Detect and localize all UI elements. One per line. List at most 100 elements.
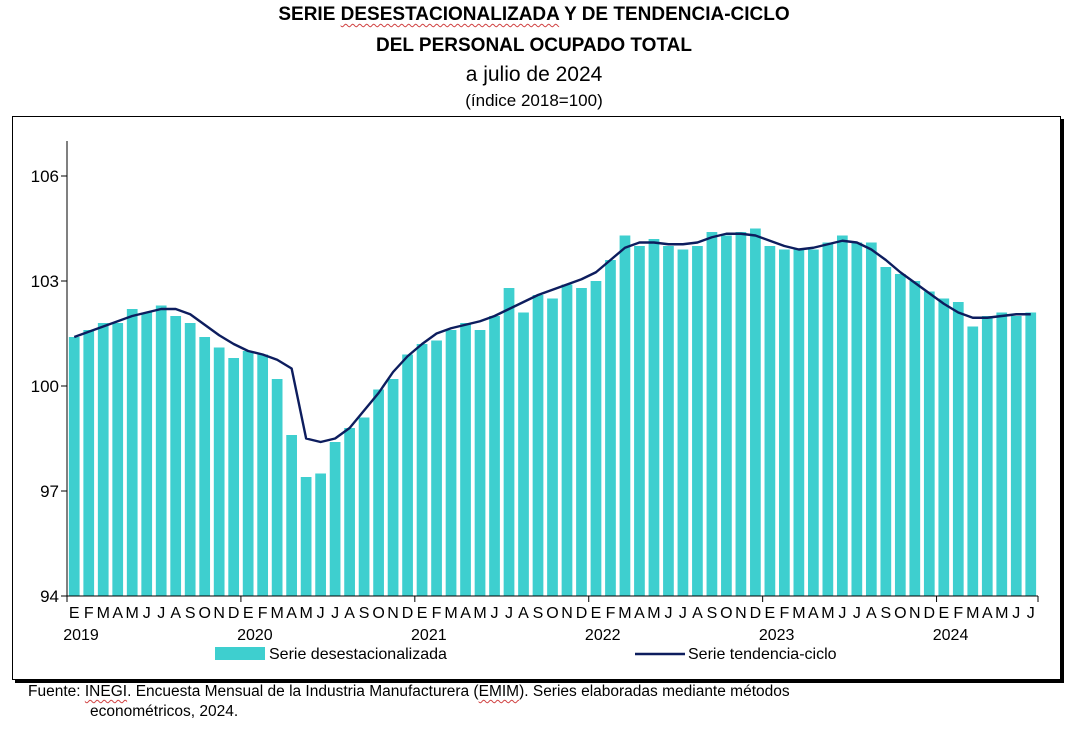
bar-11 [228, 358, 240, 596]
bar-9 [199, 337, 211, 596]
year-label-2019: 2019 [63, 627, 99, 644]
chart-title-line1: SERIE DESESTACIONALIZADA Y DE TENDENCIA-… [278, 4, 790, 25]
bar-16 [300, 477, 312, 596]
bar-55 [865, 242, 877, 596]
month-label-9: O [198, 605, 210, 622]
legend-label-bars: Serie desestacionalizada [269, 646, 447, 663]
bar-41 [663, 246, 674, 596]
month-label-59: D [924, 605, 936, 622]
bar-17 [315, 473, 326, 596]
bar-63 [981, 316, 993, 596]
legend: Serie desestacionalizada Serie tendencia-… [215, 646, 837, 663]
legend-swatch-bars [215, 647, 265, 660]
month-label-11: D [228, 605, 240, 622]
month-label-62: M [966, 605, 979, 622]
bar-60 [938, 298, 950, 596]
bar-54 [851, 242, 863, 596]
bar-58 [909, 281, 921, 596]
year-label-2020: 2020 [237, 627, 273, 644]
bar-19 [344, 428, 355, 596]
bar-8 [184, 323, 196, 596]
year-label-2022: 2022 [585, 627, 621, 644]
bar-32 [532, 295, 544, 596]
bar-12 [242, 351, 254, 596]
bar-36 [590, 281, 602, 596]
year-label-2024: 2024 [933, 627, 969, 644]
month-label-34: N [561, 605, 573, 622]
month-label-24: E [417, 605, 428, 622]
month-label-2: M [97, 605, 110, 622]
bar-35 [576, 288, 587, 596]
bar-5 [141, 312, 153, 596]
month-label-21: O [372, 605, 384, 622]
month-label-3: A [112, 605, 123, 622]
month-label-40: M [647, 605, 660, 622]
bar-7 [170, 316, 182, 596]
month-label-50: M [792, 605, 805, 622]
month-label-66: J [1027, 605, 1035, 622]
title-underlined-word: DESESTACIONALIZADA [340, 4, 560, 25]
source-emim: EMIM [478, 683, 520, 700]
month-label-36: E [591, 605, 602, 622]
bar-15 [286, 435, 297, 596]
bar-61 [952, 302, 964, 596]
month-label-6: J [157, 605, 165, 622]
source-note: Fuente: INEGI. Encuesta Mensual de la In… [28, 683, 790, 720]
month-label-44: S [707, 605, 718, 622]
month-label-5: J [143, 605, 151, 622]
bar-14 [271, 379, 283, 596]
bar-46 [735, 232, 747, 596]
month-label-31: A [518, 605, 529, 622]
month-label-47: D [750, 605, 762, 622]
bar-24 [416, 344, 428, 596]
bar-48 [764, 246, 776, 596]
bar-49 [779, 249, 790, 596]
line-series [73, 232, 1031, 444]
month-label-37: F [606, 605, 616, 622]
month-label-26: M [444, 605, 457, 622]
bar-39 [634, 246, 645, 596]
y-tick-label-100: 100 [31, 377, 59, 396]
bar-42 [677, 249, 689, 596]
month-label-52: M [821, 605, 834, 622]
axes: 94 97 100 103 106 [31, 141, 1039, 606]
month-label-29: J [491, 605, 499, 622]
year-label-2021: 2021 [411, 627, 447, 644]
bar-3 [112, 323, 124, 596]
month-label-43: A [692, 605, 703, 622]
bar-62 [967, 326, 979, 596]
y-tick-label-94: 94 [40, 587, 59, 606]
month-label-28: M [473, 605, 486, 622]
month-label-48: E [765, 605, 776, 622]
month-label-30: J [505, 605, 513, 622]
month-label-54: J [853, 605, 861, 622]
bar-47 [750, 228, 761, 596]
bar-45 [721, 235, 732, 596]
source-inegi: INEGI [84, 683, 128, 700]
month-label-7: A [170, 605, 181, 622]
month-label-55: A [866, 605, 877, 622]
month-label-46: N [735, 605, 747, 622]
bar-20 [358, 417, 370, 596]
bar-30 [503, 288, 515, 596]
month-label-1: F [84, 605, 94, 622]
month-label-53: J [838, 605, 846, 622]
month-label-45: O [720, 605, 732, 622]
month-label-61: F [953, 605, 963, 622]
month-label-42: J [679, 605, 687, 622]
bar-38 [619, 235, 631, 596]
month-label-33: O [546, 605, 558, 622]
bar-21 [373, 389, 384, 596]
bar-34 [561, 284, 573, 596]
bar-65 [1010, 316, 1022, 596]
bar-2 [97, 323, 109, 596]
bar-53 [836, 235, 848, 596]
chart-title-line2: DEL PERSONAL OCUPADO TOTAL [376, 35, 692, 56]
bar-10 [213, 347, 225, 596]
bar-37 [605, 260, 616, 596]
bar-29 [489, 316, 500, 596]
month-label-25: F [432, 605, 442, 622]
